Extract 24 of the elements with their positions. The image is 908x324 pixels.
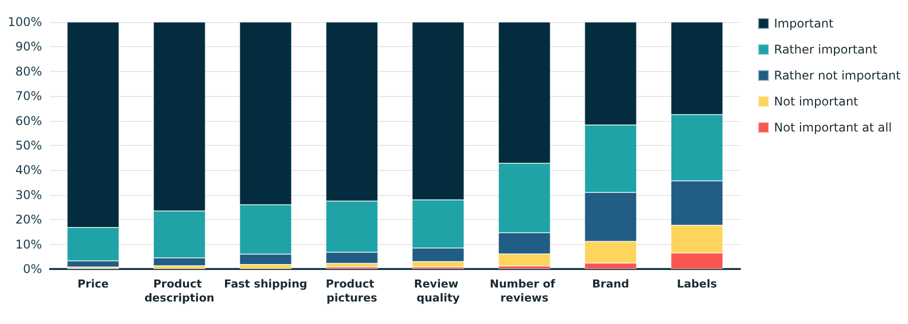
y-tick-label: 30% — [15, 188, 42, 202]
x-tick-label: Product pictures — [326, 278, 378, 304]
x-tick-label: Fast shipping — [224, 278, 308, 290]
y-tick-label: 100% — [8, 15, 42, 29]
x-tick-label: Price — [78, 278, 109, 290]
y-tick-label: 70% — [15, 89, 42, 104]
y-tick-label: 90% — [15, 40, 42, 54]
x-tick-label: Brand — [592, 278, 630, 290]
y-tick-label: 0% — [22, 262, 42, 276]
x-tick-label: Product description — [144, 278, 214, 304]
legend-label: Rather important — [774, 42, 878, 56]
y-tick-label: 40% — [15, 163, 42, 178]
legend-label: Important — [774, 16, 834, 30]
x-tick-label: Review quality — [414, 278, 462, 304]
y-tick-label: 20% — [15, 212, 42, 227]
y-tick-label: 50% — [15, 138, 42, 152]
y-tick-label: 80% — [15, 64, 42, 78]
legend-label: Not important — [774, 94, 858, 108]
y-tick-label: 60% — [15, 114, 42, 128]
x-tick-label: Labels — [676, 278, 718, 290]
legend-label: Not important at all — [774, 120, 892, 134]
y-tick-label: 10% — [15, 237, 42, 252]
x-tick-label: Number of reviews — [490, 278, 560, 304]
legend-label: Rather not important — [774, 68, 901, 82]
